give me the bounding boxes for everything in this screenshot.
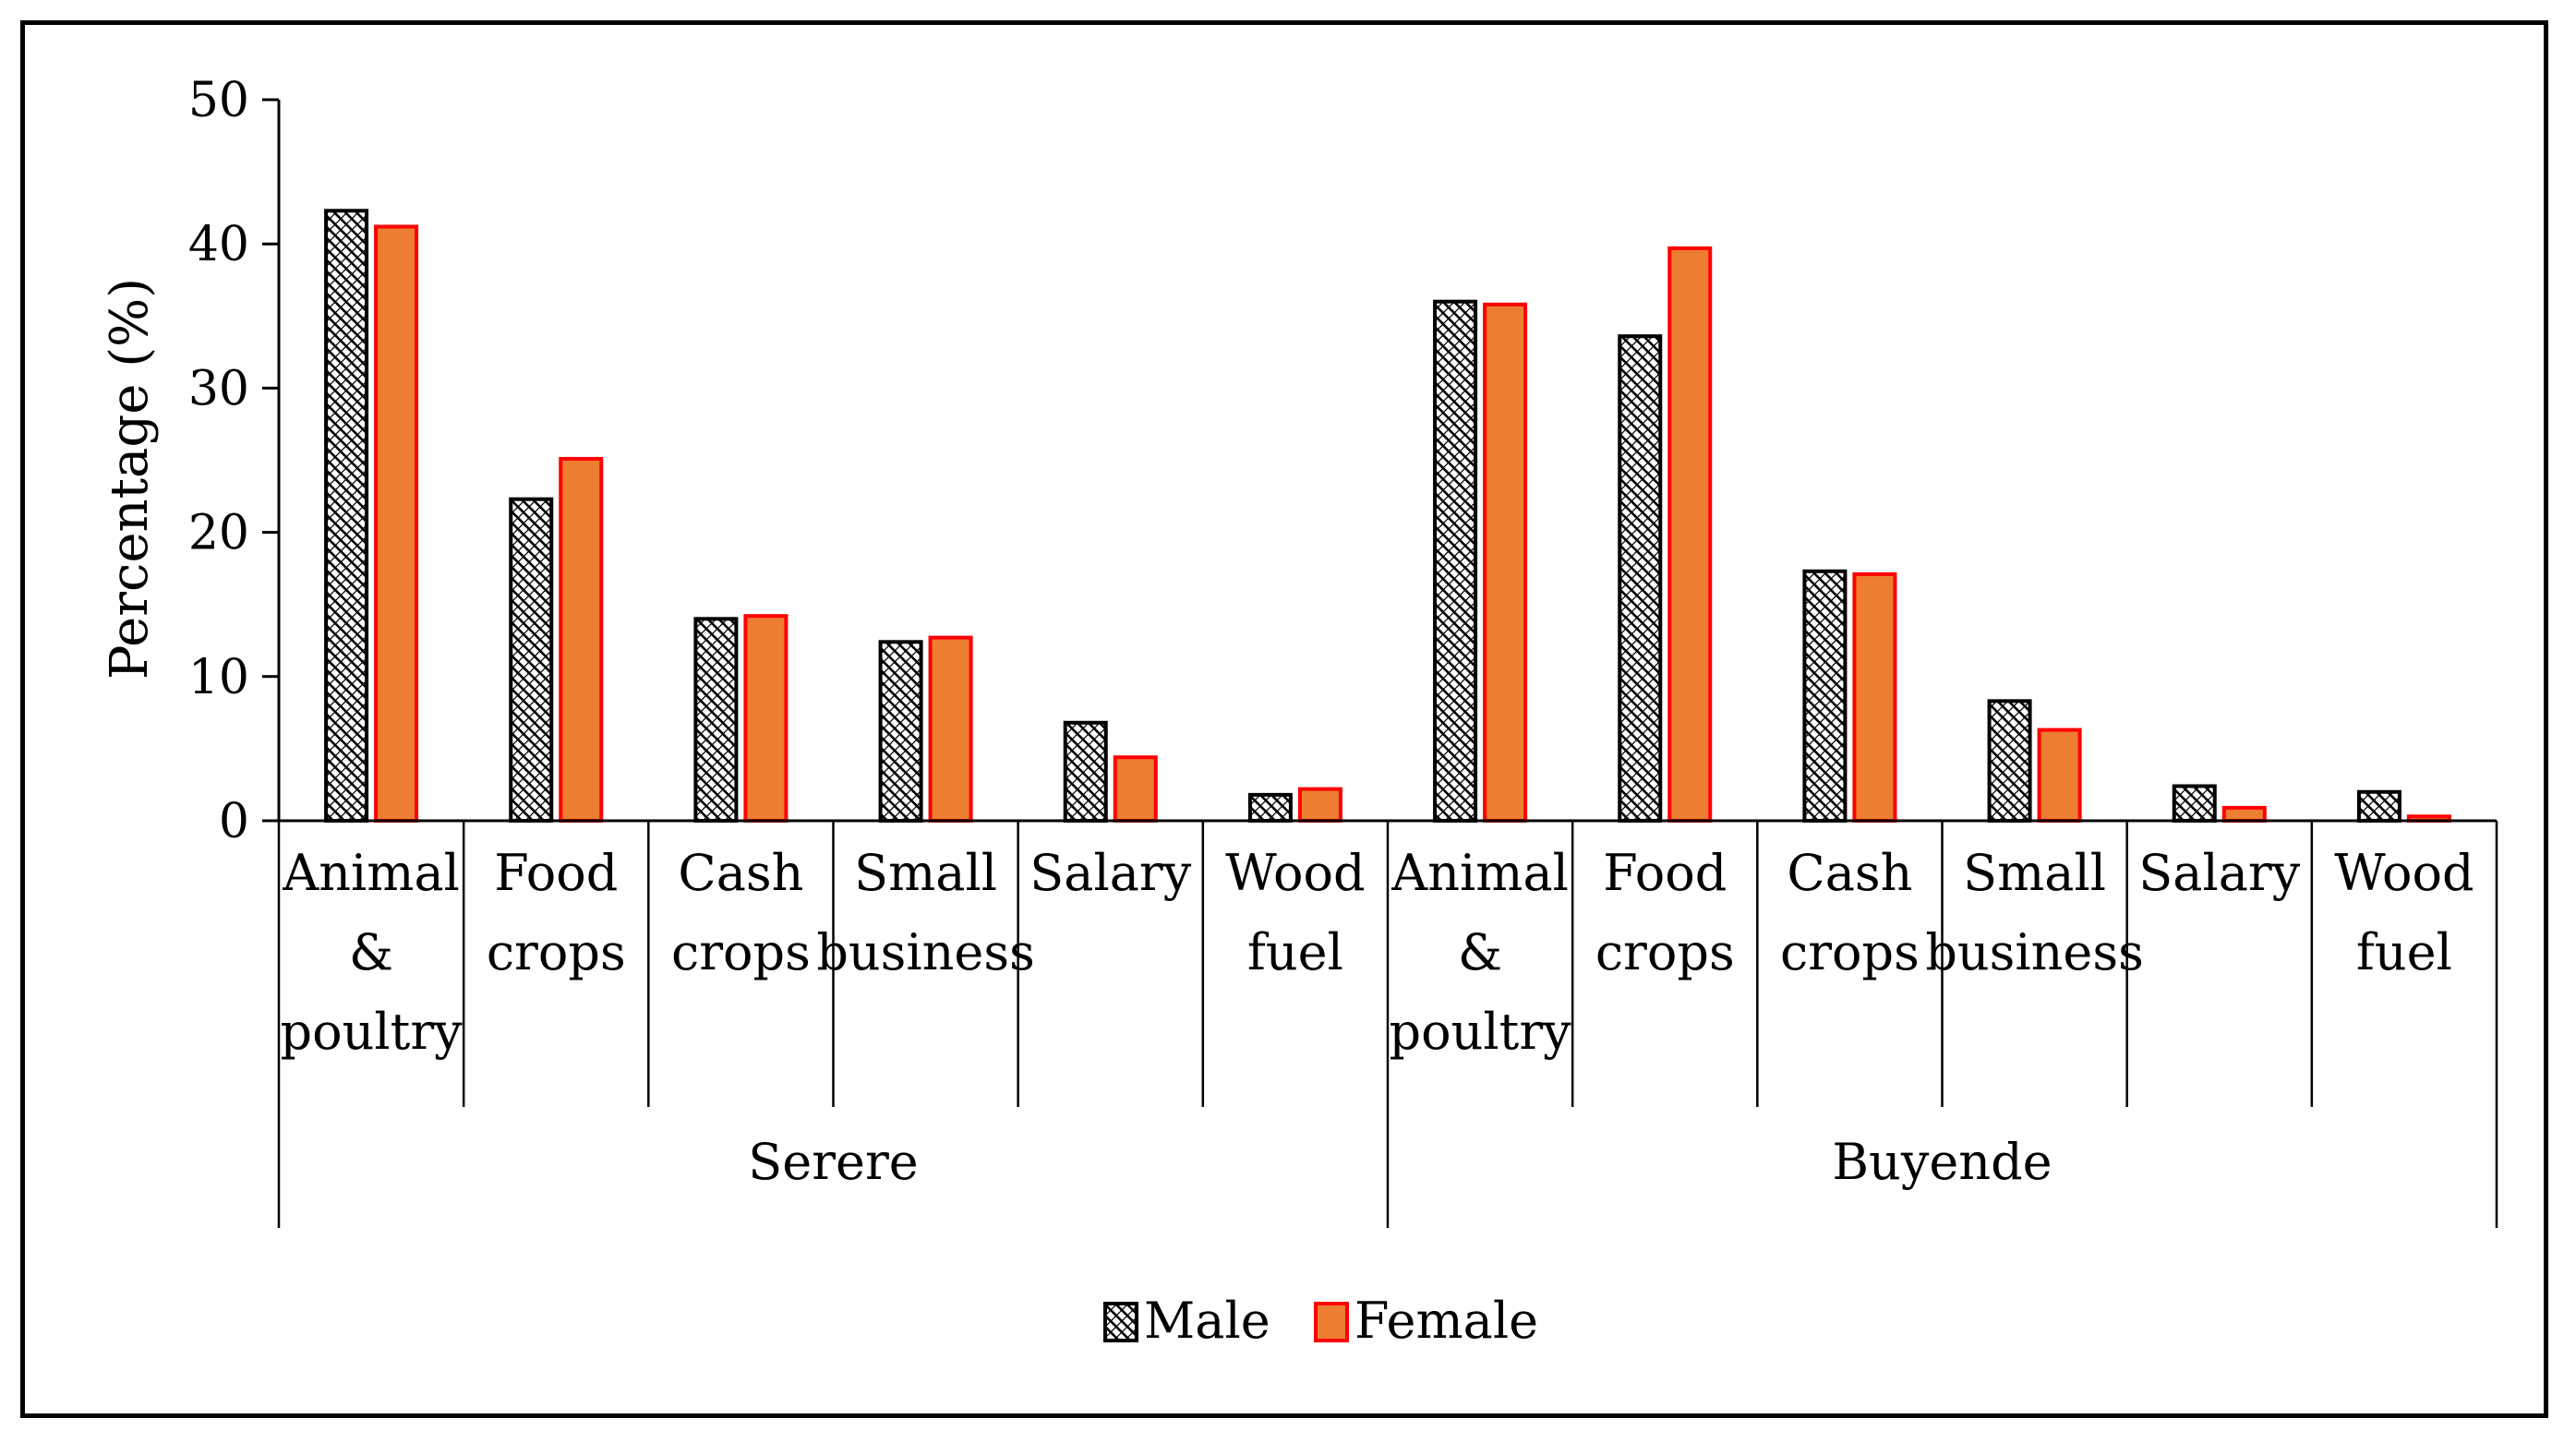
legend: Male Female	[1103, 1292, 1538, 1350]
bar-female	[928, 635, 973, 823]
category-label: business	[816, 923, 1035, 981]
y-axis-title: Percentage (%)	[100, 278, 160, 679]
x-axis: Animal & poultry Food crops Cash crops Small bus…	[277, 819, 2498, 1228]
bar-female	[2221, 805, 2267, 824]
category-label: Animal	[1390, 844, 1569, 902]
y-tick-label: 40	[188, 217, 249, 272]
category-label: fuel	[1247, 923, 1343, 981]
y-tick-label: 0	[219, 794, 249, 849]
legend-label: Female	[1354, 1292, 1538, 1350]
legend-swatch-male	[1103, 1302, 1138, 1342]
category-label: Cash	[1787, 844, 1912, 902]
category-label: crops	[671, 923, 811, 981]
bar-male	[2172, 784, 2217, 824]
category-label: crops	[487, 923, 626, 981]
bar-female	[559, 456, 604, 823]
bars	[324, 209, 2451, 824]
category-label: Salary	[1029, 844, 1191, 902]
bar-male	[1247, 792, 1293, 823]
legend-label: Male	[1144, 1292, 1270, 1350]
category-label: Salary	[2138, 844, 2300, 902]
category-label: Food	[494, 844, 618, 902]
y-tick-label: 50	[188, 73, 249, 128]
bar-female	[1113, 755, 1158, 823]
group-label: Buyende	[1832, 1133, 2052, 1191]
category-label: crops	[1595, 923, 1735, 981]
y-tick-label: 30	[188, 361, 249, 416]
bar-male	[1802, 569, 1848, 823]
bar-male	[1433, 299, 1478, 823]
y-tick-label: 20	[188, 506, 249, 561]
category-label: Cash	[678, 844, 803, 902]
y-axis: 0 10 20 30 40 50	[188, 73, 281, 849]
category-label: &	[1458, 923, 1502, 981]
category-label: Small	[854, 844, 997, 902]
category-label: crops	[1780, 923, 1920, 981]
category-label: Food	[1603, 844, 1727, 902]
category-label: poultry	[1390, 1003, 1572, 1061]
group-label: Serere	[748, 1133, 919, 1191]
bar-female	[1483, 302, 1528, 823]
bar-female	[374, 224, 419, 823]
legend-swatch-female	[1314, 1302, 1349, 1342]
bar-male	[1063, 720, 1108, 823]
category-label: poultry	[281, 1003, 463, 1061]
bar-male	[1618, 334, 1663, 823]
bar-male	[878, 640, 923, 824]
bar-male	[2356, 789, 2401, 824]
bar-male	[1987, 699, 2032, 823]
bar-male	[693, 617, 739, 823]
category-label: Wood	[2334, 844, 2474, 902]
bar-male	[509, 497, 554, 823]
chart-frame: 0 10 20 30 40 50 Animal & poultry Food crops Cash c…	[20, 20, 2548, 1418]
category-label: &	[349, 923, 393, 981]
y-tick-label: 10	[188, 650, 249, 705]
category-label: Animal	[282, 844, 460, 902]
bar-female	[1297, 787, 1342, 823]
bar-female	[743, 614, 788, 823]
category-label: Wood	[1225, 844, 1365, 902]
bar-female	[1852, 571, 1897, 823]
bar-female	[1667, 246, 1713, 824]
category-label: fuel	[2356, 923, 2452, 981]
bar-female	[2037, 728, 2082, 823]
bar-male	[324, 209, 369, 824]
category-label: business	[1925, 923, 2144, 981]
category-label: Small	[1963, 844, 2106, 902]
